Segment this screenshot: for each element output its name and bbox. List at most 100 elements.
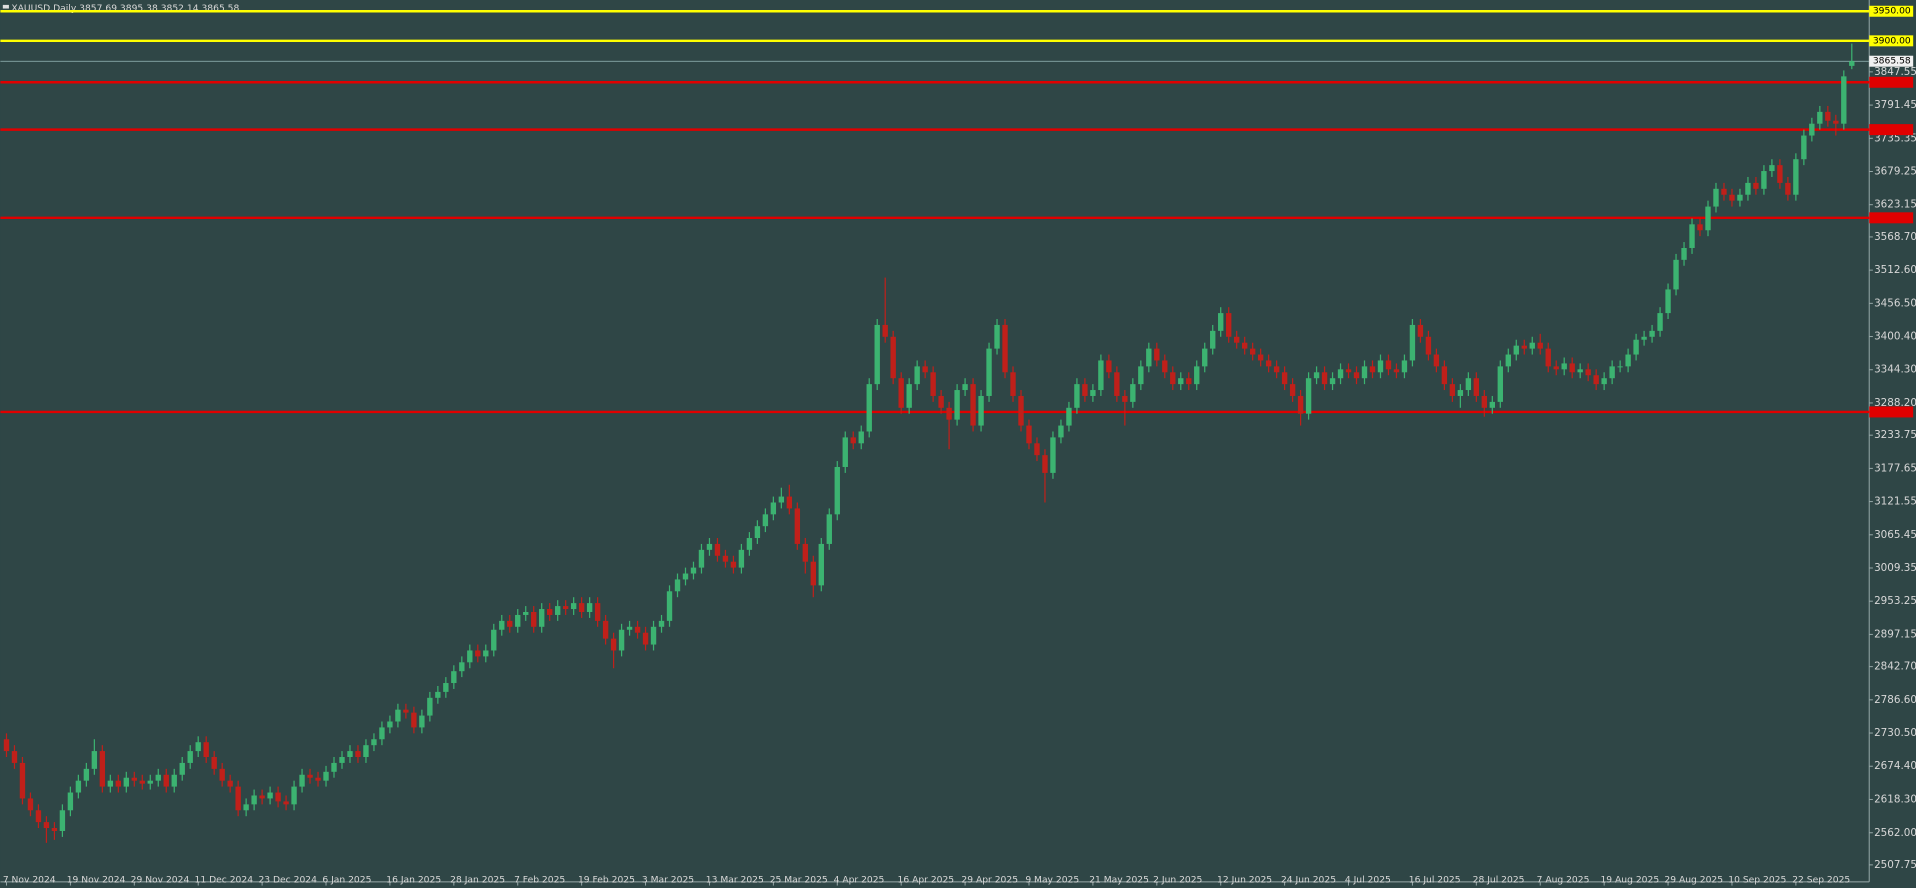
candle-body xyxy=(1034,443,1040,456)
x-tick-label: 24 Jun 2025 xyxy=(1281,875,1336,886)
x-tick-label: 9 May 2025 xyxy=(1025,875,1079,886)
candle-body xyxy=(1098,360,1104,391)
candle-body xyxy=(1297,395,1304,414)
candle-body xyxy=(1649,330,1655,337)
candle-body xyxy=(419,715,425,728)
candle-body xyxy=(1345,369,1352,373)
candle-body xyxy=(379,727,385,740)
y-tick-label: 3791.45 xyxy=(1874,99,1916,111)
x-tick-label: 19 Feb 2025 xyxy=(578,875,635,886)
candle-body xyxy=(1801,135,1807,160)
candle-body xyxy=(355,751,361,758)
candle-body xyxy=(1202,348,1208,367)
candle-body xyxy=(1513,345,1519,355)
level-label-box xyxy=(1869,212,1914,224)
candle-body xyxy=(1050,437,1056,473)
candle-body xyxy=(75,780,82,793)
candle-body xyxy=(275,792,281,802)
candle-body xyxy=(706,543,713,550)
candle-body xyxy=(978,395,984,426)
candle-body xyxy=(1769,165,1775,172)
y-tick-label: 3847.55 xyxy=(1874,66,1916,78)
candle-body xyxy=(1473,378,1480,396)
candle-body xyxy=(531,611,537,627)
candle-body xyxy=(1833,120,1839,124)
candle-body xyxy=(1265,360,1272,367)
y-tick-label: 2953.25 xyxy=(1874,595,1916,607)
x-tick-label: 16 Apr 2025 xyxy=(898,875,955,886)
candle-body xyxy=(1090,390,1096,396)
candle-body xyxy=(1321,372,1328,385)
candle-body xyxy=(1210,330,1216,349)
candle-body xyxy=(642,632,649,645)
candle-body xyxy=(1841,76,1847,124)
candle-body xyxy=(1545,348,1551,367)
x-tick-label: 23 Dec 2024 xyxy=(258,875,317,886)
candle-body xyxy=(507,620,513,627)
y-tick-label: 3735.35 xyxy=(1874,132,1916,144)
candle-body xyxy=(1241,342,1248,349)
candle-body xyxy=(1705,206,1711,231)
candle-body xyxy=(1793,159,1799,195)
candle-body xyxy=(954,390,960,420)
candle-body xyxy=(1449,384,1456,396)
candle-body xyxy=(1369,366,1376,373)
candle-body xyxy=(802,543,809,562)
candle-body xyxy=(515,614,521,627)
candle-body xyxy=(1417,324,1424,337)
candle-body xyxy=(1194,366,1200,385)
candle-body xyxy=(1409,324,1416,361)
candle-body xyxy=(1609,366,1615,379)
candle-body xyxy=(962,384,968,391)
candle-body xyxy=(339,757,345,763)
candle-body xyxy=(315,777,321,781)
candle-body xyxy=(1058,425,1064,438)
candle-body xyxy=(746,538,753,550)
candle-body xyxy=(1825,111,1831,121)
candle-body xyxy=(1162,360,1168,373)
candle-body xyxy=(1577,369,1583,373)
y-tick-label: 3512.60 xyxy=(1874,264,1916,276)
candle-body xyxy=(866,384,872,432)
candle-body xyxy=(299,774,305,787)
candle-body xyxy=(547,609,553,615)
candle-body xyxy=(1289,384,1296,396)
candle-body xyxy=(27,798,34,811)
candle-body xyxy=(1273,366,1280,373)
candle-body xyxy=(994,324,1000,349)
candle-body xyxy=(554,606,561,615)
candle-body xyxy=(610,638,617,651)
candle-body xyxy=(395,709,401,722)
candle-body xyxy=(562,606,569,610)
candle-body xyxy=(1114,372,1120,396)
candle-body xyxy=(387,721,393,728)
y-tick-label: 2618.30 xyxy=(1874,793,1916,805)
candle-body xyxy=(1641,336,1647,340)
candle-body xyxy=(1337,369,1344,379)
candle-body xyxy=(1042,455,1048,473)
x-tick-label: 7 Nov 2024 xyxy=(3,875,56,886)
candle-body xyxy=(363,745,369,758)
candle-body xyxy=(171,774,177,787)
candle-body xyxy=(1457,390,1464,396)
y-tick-label: 2842.70 xyxy=(1874,661,1916,673)
candle-body xyxy=(1433,354,1440,367)
candle-body xyxy=(602,620,609,639)
candle-body xyxy=(1817,111,1823,124)
level-label-box xyxy=(1869,124,1914,136)
candle-body xyxy=(283,801,289,805)
candle-body xyxy=(91,751,98,769)
candle-body xyxy=(634,626,641,633)
candle-body xyxy=(1809,123,1815,136)
candle-body xyxy=(1226,313,1232,337)
level-label: 3950.00 xyxy=(1873,6,1911,17)
y-tick-label: 3568.70 xyxy=(1874,231,1916,243)
y-tick-label: 2786.60 xyxy=(1874,694,1916,706)
candle-body xyxy=(810,561,816,586)
candle-body xyxy=(1633,339,1639,355)
candle-body xyxy=(834,466,840,515)
candle-body xyxy=(826,514,832,544)
candle-body xyxy=(1425,336,1432,355)
x-tick-label: 29 Aug 2025 xyxy=(1664,875,1723,886)
